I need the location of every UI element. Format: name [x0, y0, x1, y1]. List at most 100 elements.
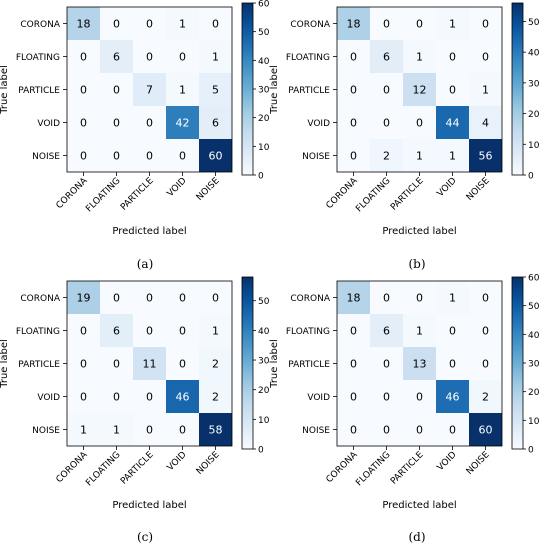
cell-value-label: 0: [449, 325, 456, 338]
x-tick-label: PARTICLE: [119, 450, 156, 487]
matrix-cell: [337, 281, 370, 314]
matrix-cell: [166, 413, 199, 446]
cell-value-label: 60: [479, 424, 493, 437]
y-axis-label: True label: [269, 65, 280, 115]
y-tick-label: NOISE: [302, 426, 330, 436]
matrix-cell: [100, 413, 133, 446]
cell-value-label: 0: [146, 150, 153, 163]
matrix-cell: [337, 40, 370, 73]
panel-caption: (b): [408, 257, 425, 271]
x-tick-label: PARTICLE: [389, 176, 426, 213]
matrix-cell: [337, 380, 370, 413]
matrix-cell: [133, 40, 166, 73]
matrix-cell: [403, 106, 436, 139]
x-tick-label: FLOATING: [354, 450, 392, 488]
cell-value-label: 0: [146, 325, 153, 338]
matrix-cell: [133, 106, 166, 139]
colorbar-tick-label: 40: [258, 327, 270, 337]
colorbar-tick-label: 40: [528, 331, 540, 341]
matrix-cell: [133, 281, 166, 314]
colorbar-tick-label: 0: [258, 446, 264, 456]
cell-value-label: 1: [416, 150, 423, 163]
cell-value-label: 0: [350, 150, 357, 163]
cell-value-label: 1: [416, 51, 423, 64]
cell-value-label: 2: [212, 391, 219, 404]
y-tick-label: NOISE: [32, 152, 60, 162]
colorbar-tick-label: 30: [528, 79, 540, 89]
cell-value-label: 0: [350, 391, 357, 404]
cell-value-label: 0: [80, 84, 87, 97]
colorbar-tick-label: 30: [258, 357, 270, 367]
matrix-cell: [166, 380, 199, 413]
cell-value-label: 0: [449, 51, 456, 64]
cell-value-label: 0: [416, 391, 423, 404]
cell-value-label: 1: [449, 292, 456, 305]
matrix-cell: [67, 314, 100, 347]
colorbar-tick-label: 10: [258, 143, 270, 153]
cell-value-label: 0: [383, 84, 390, 97]
matrix-cell: [436, 281, 469, 314]
matrix-cell: [67, 73, 100, 106]
matrix-cell: [370, 380, 403, 413]
matrix-cell: [436, 413, 469, 446]
x-tick-label: NOISE: [465, 450, 492, 477]
matrix-cell: [469, 139, 502, 172]
cell-value-label: 0: [113, 391, 120, 404]
cell-value-label: 1: [212, 325, 219, 338]
matrix-cell: [199, 106, 232, 139]
cell-value-label: 11: [143, 358, 157, 371]
cell-value-label: 0: [80, 391, 87, 404]
cell-value-label: 0: [113, 358, 120, 371]
cell-value-label: 44: [446, 117, 460, 130]
y-tick-label: PARTICLE: [18, 360, 60, 370]
matrix-cell: [67, 139, 100, 172]
x-tick-label: NOISE: [195, 176, 222, 203]
matrix-cell: [199, 380, 232, 413]
cell-value-label: 0: [113, 84, 120, 97]
y-tick-label: CORONA: [20, 294, 60, 304]
colorbar-tick-label: 10: [528, 141, 540, 151]
cell-value-label: 1: [179, 18, 186, 31]
matrix-cell: [436, 73, 469, 106]
y-tick-label: PARTICLE: [18, 86, 60, 96]
colorbar-tick-label: 40: [258, 57, 270, 67]
cell-value-label: 0: [113, 150, 120, 163]
colorbar-tick-label: 50: [528, 18, 540, 28]
matrix-cell: [337, 139, 370, 172]
matrix-cell: [133, 73, 166, 106]
matrix-cell: [166, 7, 199, 40]
cell-value-label: 0: [179, 150, 186, 163]
y-tick-label: VOID: [307, 393, 330, 403]
matrix-cell: [133, 380, 166, 413]
y-axis-label: True label: [0, 339, 10, 389]
matrix-cell: [403, 380, 436, 413]
matrix-cell: [469, 281, 502, 314]
panel-b: 18 0 0 1 00 6 1 0 00 0 12 0 10 0 0 44 40 2 1 1 56CORONAFLOAT…: [269, 2, 540, 271]
cell-value-label: 0: [212, 292, 219, 305]
cell-value-label: 5: [212, 84, 219, 97]
y-tick-label: CORONA: [290, 20, 330, 30]
matrix-cell: [100, 139, 133, 172]
cell-value-label: 0: [482, 292, 489, 305]
matrix-cell: [100, 40, 133, 73]
colorbar-tick-label: 30: [258, 86, 270, 96]
matrix-cell: [199, 347, 232, 380]
matrix-cell: [100, 347, 133, 380]
matrix-cell: [370, 281, 403, 314]
matrix-cell: [337, 7, 370, 40]
colorbar-tick-label: 20: [528, 388, 540, 398]
matrix-cell: [436, 106, 469, 139]
matrix-cell: [436, 380, 469, 413]
cell-value-label: 0: [383, 292, 390, 305]
x-axis-label: Predicted label: [382, 500, 456, 511]
cell-value-label: 6: [113, 325, 120, 338]
cell-value-label: 0: [179, 358, 186, 371]
cell-value-label: 0: [449, 358, 456, 371]
cell-value-label: 0: [146, 424, 153, 437]
matrix-cell: [337, 314, 370, 347]
colorbar: [241, 2, 254, 176]
cell-value-label: 1: [212, 51, 219, 64]
y-axis-label: True label: [269, 339, 280, 389]
cell-value-label: 0: [113, 18, 120, 31]
cell-value-label: 56: [479, 150, 493, 163]
